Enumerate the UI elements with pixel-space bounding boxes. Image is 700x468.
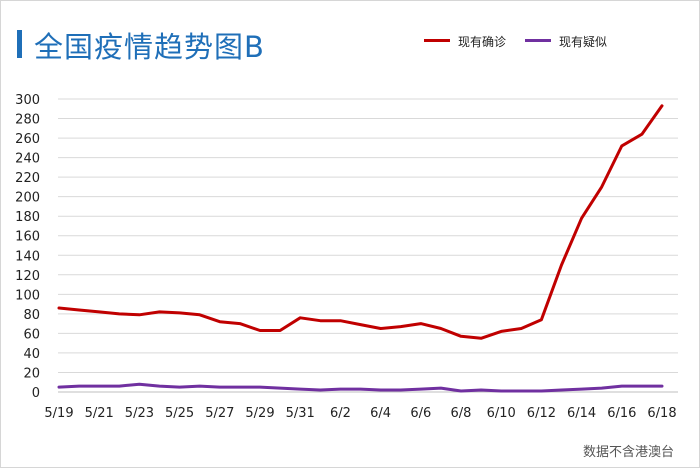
- legend-label-confirmed: 现有确诊: [458, 35, 507, 49]
- y-tick-label: 280: [15, 113, 40, 128]
- y-tick-label: 300: [15, 93, 40, 108]
- x-tick-label: 6/6: [410, 406, 431, 421]
- y-tick-label: 60: [23, 327, 40, 342]
- legend-swatch-suspected: [525, 39, 551, 42]
- y-tick-label: 80: [23, 308, 40, 323]
- y-tick-label: 160: [15, 230, 40, 245]
- y-tick-label: 140: [15, 249, 40, 264]
- x-tick-label: 6/8: [451, 406, 472, 421]
- y-tick-label: 20: [23, 366, 40, 381]
- y-tick-label: 200: [15, 191, 40, 206]
- y-tick-label: 260: [15, 132, 40, 147]
- x-tick-label: 6/2: [330, 406, 351, 421]
- x-tick-label: 6/4: [370, 406, 391, 421]
- chart-title: 全国疫情趋势图B: [34, 30, 265, 64]
- y-tick-label: 240: [15, 152, 40, 167]
- x-tick-label: 6/12: [527, 406, 556, 421]
- y-tick-label: 100: [15, 288, 40, 303]
- x-tick-label: 5/27: [205, 406, 234, 421]
- x-tick-label: 6/10: [487, 406, 516, 421]
- x-tick-label: 5/23: [125, 406, 154, 421]
- y-tick-label: 220: [15, 171, 40, 186]
- x-tick-label: 5/29: [245, 406, 274, 421]
- title-accent-bar: [17, 30, 22, 58]
- series-line-confirmed: [57, 104, 664, 340]
- x-tick-label: 6/16: [607, 406, 636, 421]
- source-note: 数据不含港澳台: [582, 445, 674, 460]
- y-tick-label: 120: [15, 269, 40, 284]
- legend-swatch-confirmed: [424, 39, 450, 42]
- legend-item-suspected: 现有疑似: [525, 33, 607, 49]
- y-tick-label: 40: [23, 347, 40, 362]
- x-tick-label: 5/31: [286, 406, 315, 421]
- x-tick-label: 6/14: [567, 406, 596, 421]
- y-tick-label: 0: [32, 386, 40, 401]
- series-line-suspected: [57, 382, 664, 393]
- y-tick-label: 180: [15, 210, 40, 225]
- x-tick-label: 6/18: [647, 406, 676, 421]
- x-tick-label: 5/25: [165, 406, 194, 421]
- x-tick-label: 5/19: [44, 406, 73, 421]
- legend-item-confirmed: 现有确诊: [424, 33, 506, 49]
- legend-label-suspected: 现有疑似: [559, 35, 608, 49]
- x-tick-label: 5/21: [85, 406, 114, 421]
